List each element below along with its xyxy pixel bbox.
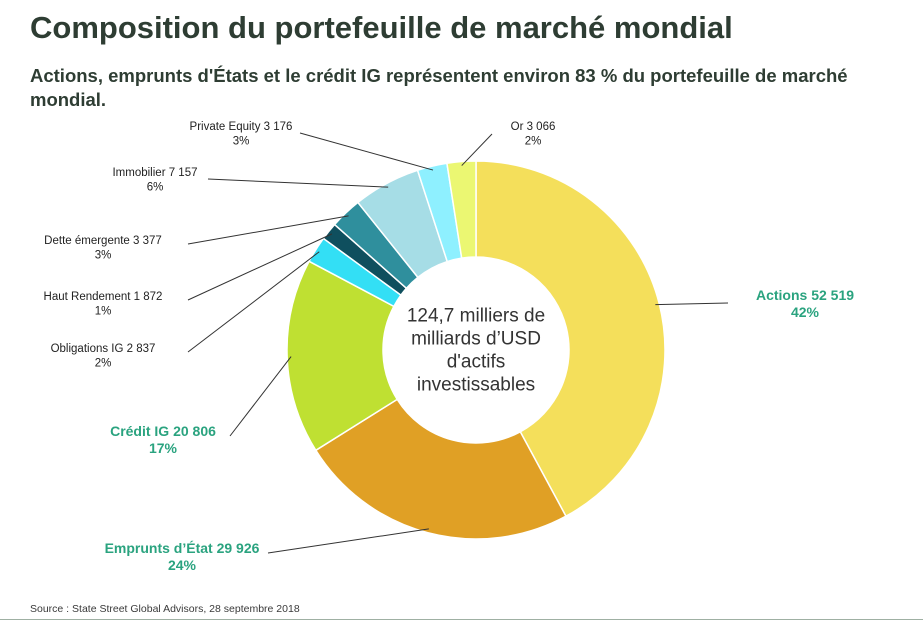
leader-obligations-ig <box>187 251 320 353</box>
leader-haut-rendement <box>187 233 333 301</box>
pct-private-equity: 3% <box>233 136 250 148</box>
pct-credit-ig: 17% <box>149 440 178 456</box>
source-note: Source : State Street Global Advisors, 2… <box>30 603 300 615</box>
label-obligations-ig: Obligations IG 2 837 <box>51 343 156 355</box>
pct-obligations-ig: 2% <box>95 358 112 370</box>
leader-lines <box>187 132 729 554</box>
label-haut-rendement: Haut Rendement 1 872 <box>44 291 163 303</box>
page-subtitle: Actions, emprunts d'États et le crédit I… <box>30 65 848 110</box>
center-label: 124,7 milliers de milliards d’USD d'actifs… <box>407 306 545 396</box>
page-title: Composition du portefeuille de marché mo… <box>30 10 733 45</box>
label-credit-ig: Crédit IG 20 806 <box>110 423 216 439</box>
leader-dette-emergente <box>187 215 349 245</box>
center-line: d'actifs <box>447 352 506 373</box>
leader-credit-ig <box>229 356 292 437</box>
center-line: investissables <box>417 375 535 396</box>
leader-actions <box>655 302 729 306</box>
slice-or <box>446 160 477 259</box>
pct-immobilier: 6% <box>147 182 164 194</box>
leader-immobilier <box>207 178 389 188</box>
label-emprunts-d-etat: Emprunts d’État 29 926 <box>105 540 260 556</box>
pct-or: 2% <box>525 136 542 148</box>
pct-dette-emergente: 3% <box>95 250 112 262</box>
center-line: milliards d’USD <box>411 329 541 350</box>
leader-or <box>461 133 493 166</box>
leader-private-equity <box>299 132 434 171</box>
leader-emprunts-d-etat <box>267 528 429 554</box>
pct-haut-rendement: 1% <box>95 306 112 318</box>
label-private-equity: Private Equity 3 176 <box>190 121 293 133</box>
label-actions: Actions 52 519 <box>756 287 854 303</box>
donut-slices <box>286 160 666 540</box>
label-or: Or 3 066 <box>511 121 556 133</box>
center-line: 124,7 milliers de <box>407 306 545 327</box>
slice-emprunts-d-etat <box>314 398 567 540</box>
label-dette-emergente: Dette émergente 3 377 <box>44 235 162 247</box>
pct-emprunts-d-etat: 24% <box>168 557 197 573</box>
slice-actions <box>475 160 666 518</box>
label-immobilier: Immobilier 7 157 <box>112 167 197 179</box>
slice-credit-ig <box>286 260 399 452</box>
pct-actions: 42% <box>791 304 820 320</box>
